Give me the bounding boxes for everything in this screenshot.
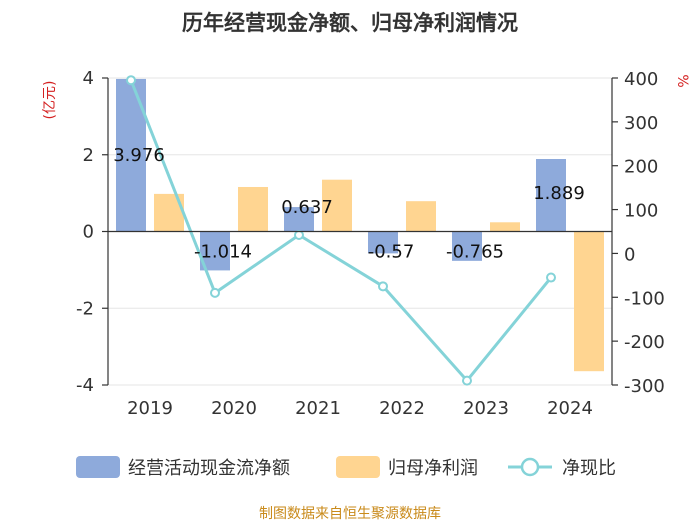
left-tick-label: 2 bbox=[83, 145, 94, 166]
category-label: 2021 bbox=[295, 398, 341, 419]
legend-marker-ratio bbox=[520, 457, 540, 477]
right-tick-label: 300 bbox=[624, 113, 658, 134]
ratio-line-path bbox=[129, 79, 553, 383]
ratio-point-2021 bbox=[294, 230, 304, 241]
axes: -4 -2 0 2 4 -300 -200 -100 0 100 200 300 400 (亿元) % 201… bbox=[42, 68, 690, 419]
legend: 经营活动现金流净额 归母净利润 净现比 bbox=[76, 456, 616, 479]
right-tick-label: 0 bbox=[624, 244, 635, 265]
source-note: 制图数据来自恒生聚源数据库 bbox=[259, 506, 441, 522]
ratio-line bbox=[126, 75, 556, 386]
category-label: 2024 bbox=[547, 398, 593, 419]
grid bbox=[108, 77, 612, 386]
right-tick-label: 100 bbox=[624, 201, 658, 222]
bar-cash-2022 bbox=[368, 231, 398, 254]
legend-label-ratio: 净现比 bbox=[562, 458, 616, 479]
category-label: 2020 bbox=[211, 398, 257, 419]
legend-label-profit: 归母净利润 bbox=[388, 458, 478, 479]
bar-profit-2024 bbox=[574, 231, 604, 372]
bar-cash-2023 bbox=[452, 231, 482, 261]
left-axis-label: (亿元) bbox=[42, 81, 58, 120]
right-tick-label: -200 bbox=[624, 332, 665, 353]
data-label-2019: 3.976 bbox=[113, 145, 165, 166]
ratio-point-2020 bbox=[210, 287, 220, 298]
bar-cash-2021 bbox=[284, 207, 314, 232]
left-tick-label: -2 bbox=[76, 298, 94, 319]
bar-cash-2024 bbox=[536, 159, 566, 232]
bar-profit-2021 bbox=[322, 179, 352, 232]
data-labels: 3.976 -1.014 0.637 -0.57 -0.765 1.889 bbox=[113, 145, 585, 263]
category-label: 2019 bbox=[127, 398, 173, 419]
data-label-2020: -1.014 bbox=[194, 242, 252, 263]
data-label-2021: 0.637 bbox=[281, 197, 333, 218]
bar-profit-2023 bbox=[490, 222, 520, 232]
ratio-point-2019 bbox=[126, 75, 136, 86]
right-tick-label: 200 bbox=[624, 157, 658, 178]
data-label-2023: -0.765 bbox=[446, 242, 504, 263]
chart-title: 历年经营现金净额、归母净利润情况 bbox=[182, 11, 518, 35]
left-tick-label: 4 bbox=[83, 68, 94, 89]
right-tick-label: -300 bbox=[624, 376, 665, 397]
category-label: 2023 bbox=[463, 398, 509, 419]
ratio-point-2023 bbox=[462, 375, 472, 386]
legend-swatch-cash bbox=[76, 456, 120, 478]
data-label-2022: -0.57 bbox=[368, 242, 415, 263]
ratio-point-2022 bbox=[378, 281, 388, 292]
ratio-point-2024 bbox=[546, 272, 556, 283]
right-axis-label: % bbox=[674, 74, 690, 87]
bars bbox=[116, 78, 604, 372]
legend-label-cash: 经营活动现金流净额 bbox=[128, 458, 290, 479]
left-tick-label: 0 bbox=[83, 222, 94, 243]
right-tick-label: -100 bbox=[624, 288, 665, 309]
bar-profit-2022 bbox=[406, 201, 436, 232]
category-label: 2022 bbox=[379, 398, 425, 419]
left-tick-label: -4 bbox=[76, 375, 94, 396]
data-label-2024: 1.889 bbox=[533, 183, 585, 204]
legend-swatch-profit bbox=[336, 456, 380, 478]
bar-profit-2020 bbox=[238, 186, 268, 232]
right-tick-label: 400 bbox=[624, 69, 658, 90]
